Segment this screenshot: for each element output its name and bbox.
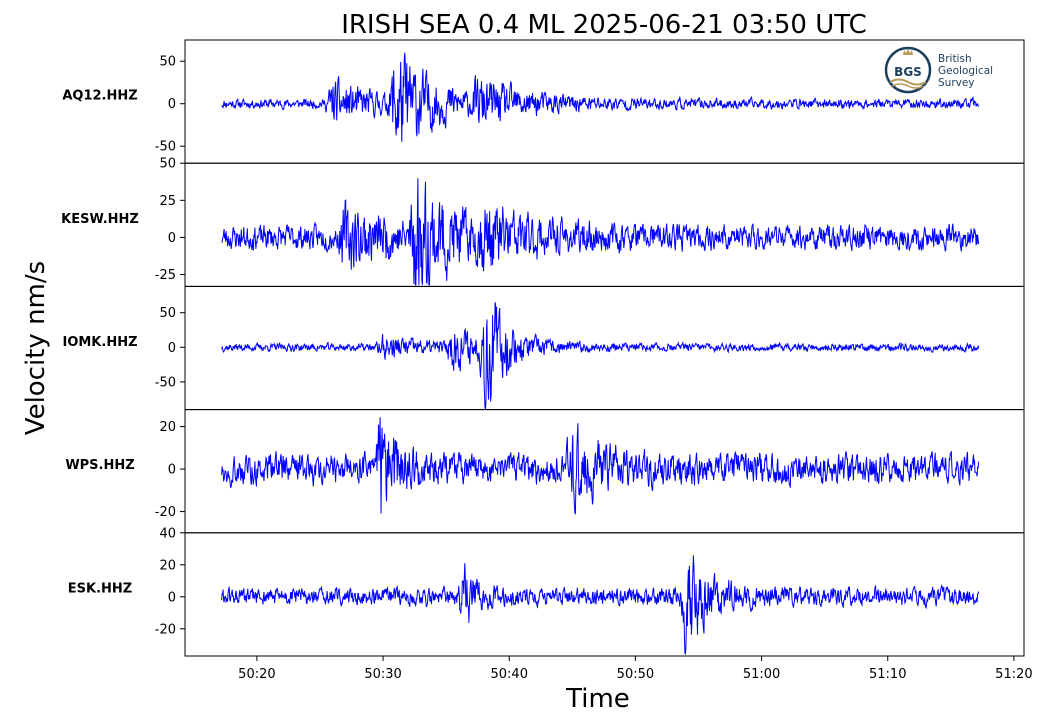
y-tick-label: 0 bbox=[168, 97, 176, 112]
station-label: KESW.HHZ bbox=[61, 212, 139, 227]
x-axis: 50:20 50:30 50:40 50:50 51:00 51:10 51:20 bbox=[238, 656, 1033, 682]
waveform-IOMK.HHZ bbox=[221, 302, 980, 410]
station-label: AQ12.HHZ bbox=[62, 89, 137, 104]
y-tick-label: -25 bbox=[155, 268, 176, 283]
panel-frame bbox=[184, 532, 1025, 657]
panel-WPS.HHZ: 20 0 -20 WPS.HHZ bbox=[65, 409, 1025, 534]
logo-ring bbox=[884, 46, 932, 94]
x-tick-label: 50:30 bbox=[364, 667, 401, 682]
x-tick-label: 50:50 bbox=[617, 667, 654, 682]
y-tick-label: -50 bbox=[155, 140, 176, 155]
y-tick-label: -50 bbox=[155, 375, 176, 390]
x-tick-label: 50:20 bbox=[238, 667, 275, 682]
y-tick-label: 25 bbox=[159, 194, 176, 209]
panel-AQ12.HHZ: 50 0 -50 AQ12.HHZ bbox=[62, 39, 1025, 164]
x-axis-label: Time bbox=[565, 684, 630, 714]
waveform-AQ12.HHZ bbox=[221, 52, 980, 142]
logo-wave bbox=[889, 78, 927, 86]
panels-group: 50 0 -50 AQ12.HHZ 50 25 0 -25 KESW.HHZ 50 0 -50 IOMK… bbox=[61, 39, 1025, 657]
y-tick-label: 50 bbox=[159, 306, 176, 321]
y-tick-label: 0 bbox=[168, 341, 176, 356]
y-tick-label: 0 bbox=[168, 463, 176, 478]
y-tick-label: 20 bbox=[159, 558, 176, 573]
waveform-WPS.HHZ bbox=[221, 417, 980, 515]
logo-line-3: Survey bbox=[938, 77, 975, 89]
y-axis-label: Velocity nm/s bbox=[21, 261, 51, 435]
logo-line-2: Geological bbox=[938, 65, 993, 77]
x-tick-label: 51:20 bbox=[995, 667, 1032, 682]
logo-line-1: British bbox=[938, 53, 972, 65]
x-tick-label: 51:10 bbox=[869, 667, 906, 682]
panel-frame bbox=[184, 162, 1025, 287]
chart-title: IRISH SEA 0.4 ML 2025-06-21 03:50 UTC bbox=[341, 10, 867, 40]
station-label: IOMK.HHZ bbox=[62, 335, 137, 350]
waveform-ESK.HHZ bbox=[221, 555, 980, 655]
y-tick-label: -20 bbox=[155, 505, 176, 520]
y-tick-label: 20 bbox=[159, 420, 176, 435]
y-tick-label: 50 bbox=[159, 157, 176, 172]
waveform-KESW.HHZ bbox=[221, 178, 980, 286]
y-tick-label: 0 bbox=[168, 231, 176, 246]
bgs-logo: BGS British Geological Survey bbox=[884, 46, 993, 94]
panel-IOMK.HHZ: 50 0 -50 IOMK.HHZ bbox=[62, 285, 1025, 411]
y-tick-label: -20 bbox=[155, 622, 176, 637]
panel-KESW.HHZ: 50 25 0 -25 KESW.HHZ bbox=[61, 157, 1025, 287]
station-label: WPS.HHZ bbox=[65, 458, 134, 473]
logo-abbr: BGS bbox=[894, 65, 922, 79]
y-tick-label: 40 bbox=[159, 526, 176, 541]
station-label: ESK.HHZ bbox=[68, 581, 132, 596]
x-tick-label: 50:40 bbox=[491, 667, 528, 682]
logo-wave-2 bbox=[891, 83, 925, 89]
y-tick-label: 50 bbox=[159, 55, 176, 70]
crown-icon bbox=[903, 49, 913, 55]
y-tick-label: 0 bbox=[168, 590, 176, 605]
x-tick-label: 51:00 bbox=[743, 667, 780, 682]
panel-ESK.HHZ: 40 20 0 -20 ESK.HHZ bbox=[68, 526, 1025, 657]
